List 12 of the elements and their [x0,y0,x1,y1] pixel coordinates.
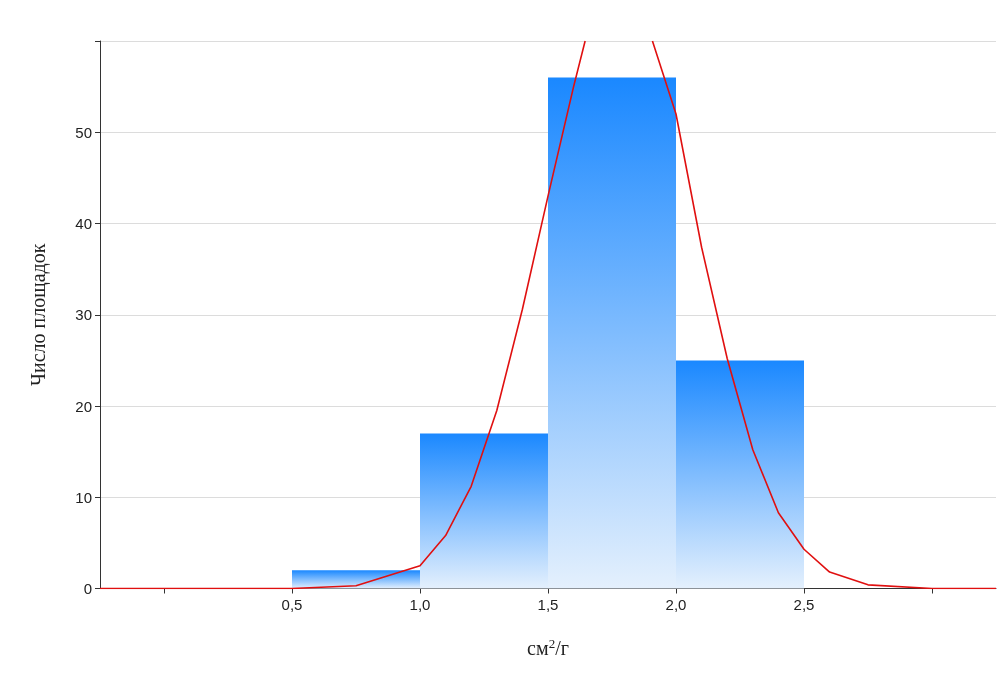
y-axis-title: Число площадок [27,243,50,386]
x-tick-label: 2,5 [793,595,815,613]
y-tick-label: 40 [75,215,92,232]
x-tick-label: 2,0 [665,595,687,613]
y-tick-label: 30 [75,306,92,324]
x-tick-label: 1,5 [537,595,559,613]
x-tick-label: 1,0 [409,595,431,613]
x-tick-label: 0,5 [281,595,303,613]
y-tick-label: 0 [83,580,92,597]
y-tick-label: 10 [75,488,92,506]
y-tick-label: 50 [75,123,92,141]
y-tick-label: 20 [75,397,92,415]
